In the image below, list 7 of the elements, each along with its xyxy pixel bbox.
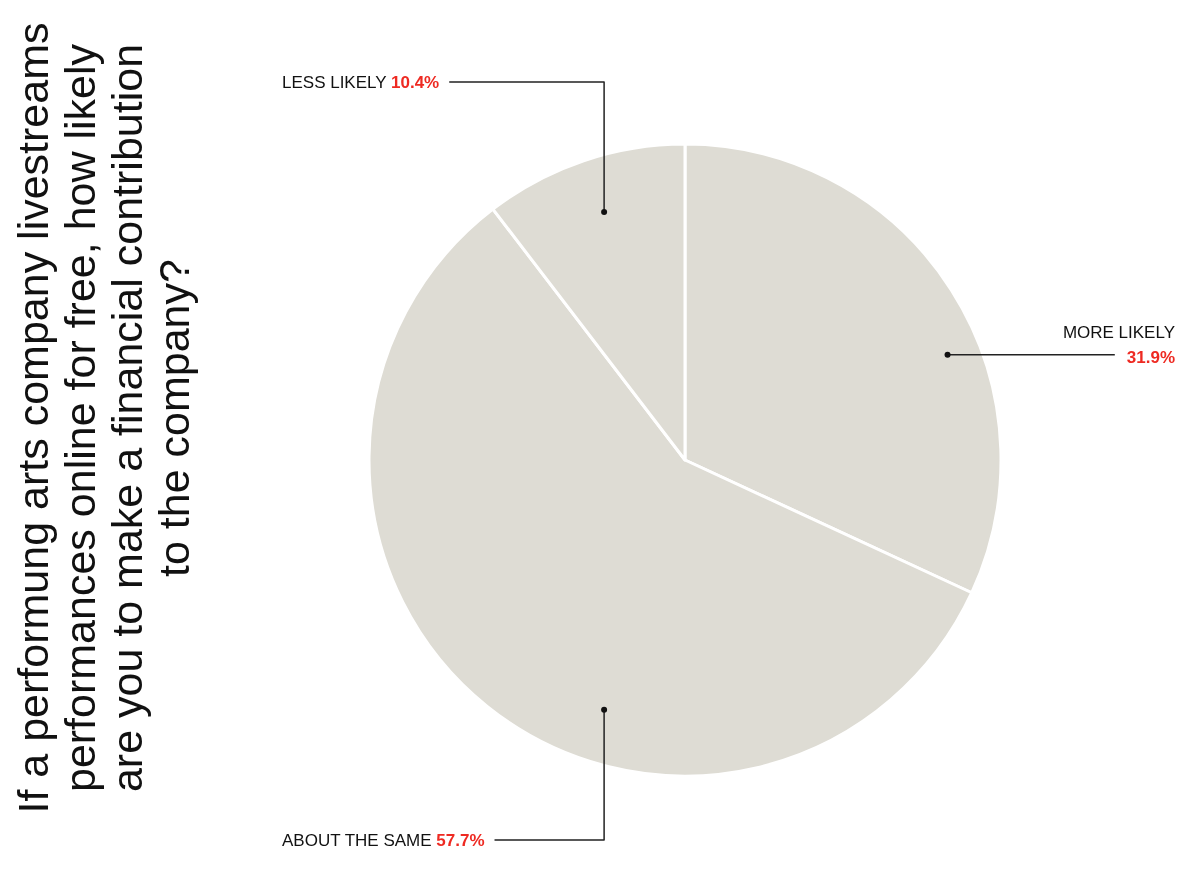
slice-label: MORE LIKELY [1062,322,1175,342]
slice-label: ABOUT THE SAME [282,831,432,850]
text: If a performung arts company livestreams performances online for free, how likely are you to make a financial contribution to the company? [9,22,198,814]
data-label: 31.9% [1126,347,1175,367]
data-label: 10.4% [391,73,440,92]
data-label: 57.7% [436,831,485,850]
slice-label: LESS LIKELY [282,73,387,92]
